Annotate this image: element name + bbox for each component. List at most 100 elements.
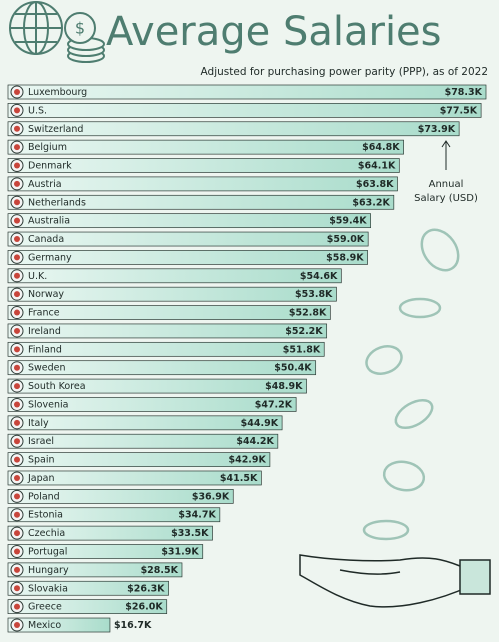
category-label: Estonia	[28, 510, 63, 521]
category-label: Australia	[28, 216, 70, 227]
value-label: $78.3K	[445, 87, 483, 98]
category-label: Czechia	[28, 528, 65, 539]
value-label: $77.5K	[440, 105, 478, 116]
flag-icon	[14, 327, 20, 334]
value-label: $48.9K	[265, 381, 303, 392]
flag-icon	[14, 622, 20, 629]
flag-icon	[14, 180, 20, 187]
annotation-arrow	[441, 140, 451, 170]
flag-icon	[14, 162, 20, 169]
category-label: Netherlands	[28, 197, 86, 208]
flag-icon	[14, 456, 20, 463]
bar	[7, 617, 111, 633]
value-label: $64.8K	[362, 142, 400, 153]
category-label: Austria	[28, 179, 62, 190]
category-label: Poland	[28, 491, 60, 502]
value-label: $73.9K	[418, 124, 456, 135]
category-label: Belgium	[28, 142, 67, 153]
bar	[7, 84, 487, 100]
flag-icon	[14, 217, 20, 224]
bar	[7, 562, 183, 578]
category-label: Norway	[28, 289, 64, 300]
bar	[7, 452, 271, 467]
category-label: Luxembourg	[28, 87, 87, 98]
bar	[7, 121, 460, 137]
value-label: $44.2K	[236, 436, 274, 447]
flag-icon	[14, 254, 20, 261]
bar	[7, 341, 325, 357]
category-label: Denmark	[28, 161, 72, 172]
value-label: $63.8K	[356, 179, 394, 190]
flag-icon	[14, 511, 20, 518]
bar	[7, 268, 342, 284]
value-label: $26.3K	[127, 583, 165, 594]
bar	[7, 139, 404, 155]
value-label: $52.2K	[285, 326, 323, 337]
category-label: Israel	[28, 436, 54, 447]
bar	[7, 250, 368, 265]
bar	[7, 213, 371, 229]
bar	[7, 599, 168, 614]
category-label: Germany	[28, 252, 72, 263]
category-label: Greece	[28, 602, 62, 613]
flag-icon	[14, 401, 20, 408]
value-label: $34.7K	[178, 510, 216, 521]
flag-icon	[14, 291, 20, 298]
category-label: U.S.	[28, 105, 47, 116]
bar	[7, 580, 169, 596]
bar	[7, 378, 307, 394]
value-label: $33.5K	[171, 528, 209, 539]
bar	[7, 158, 400, 173]
bar	[7, 231, 369, 247]
bar	[7, 489, 234, 504]
bar	[7, 176, 398, 192]
flag-icon	[14, 566, 20, 573]
bar	[7, 360, 317, 376]
chart-title: Average Salaries	[106, 9, 442, 55]
flag-icon	[14, 364, 20, 371]
category-label: Spain	[28, 455, 55, 466]
category-label: Slovenia	[28, 399, 68, 410]
bar	[7, 470, 262, 486]
value-label: $63.2K	[352, 197, 390, 208]
coin-stack-icon: $	[64, 12, 105, 63]
bar	[7, 305, 331, 320]
value-label: $59.4K	[329, 216, 367, 227]
bar	[7, 544, 204, 559]
flag-icon	[14, 585, 20, 592]
flag-icon	[14, 125, 20, 132]
category-label: Hungary	[28, 565, 69, 576]
category-label: South Korea	[28, 381, 86, 392]
category-label: Italy	[28, 418, 49, 429]
chart-subtitle: Adjusted for purchasing power parity (PP…	[201, 66, 488, 78]
value-label: $44.9K	[241, 418, 279, 429]
annotation: Salary (USD)	[414, 193, 478, 204]
bar	[7, 433, 279, 449]
value-label: $52.8K	[289, 308, 327, 319]
flag-icon	[14, 199, 20, 206]
flag-icon	[14, 438, 20, 445]
flag-icon	[14, 346, 20, 353]
value-label: $54.6K	[300, 271, 338, 282]
bar	[7, 415, 283, 431]
flag-icon	[14, 383, 20, 390]
value-label: $64.1K	[358, 161, 396, 172]
value-label: $59.0K	[327, 234, 365, 245]
flag-icon	[14, 89, 20, 95]
flag-icon	[14, 272, 20, 279]
value-label: $47.2K	[255, 399, 293, 410]
category-label: Mexico	[28, 620, 61, 631]
flag-icon	[14, 493, 20, 500]
value-label: $28.5K	[141, 565, 179, 576]
value-label: $41.5K	[220, 473, 258, 484]
bar	[7, 507, 221, 523]
category-label: France	[28, 308, 60, 319]
bar	[7, 323, 328, 339]
value-label: $31.9K	[161, 547, 199, 558]
coins-decoration	[362, 228, 460, 541]
category-label: Switzerland	[28, 124, 83, 135]
category-label: Sweden	[28, 363, 66, 374]
flag-icon	[14, 236, 20, 243]
category-label: Slovakia	[28, 583, 68, 594]
